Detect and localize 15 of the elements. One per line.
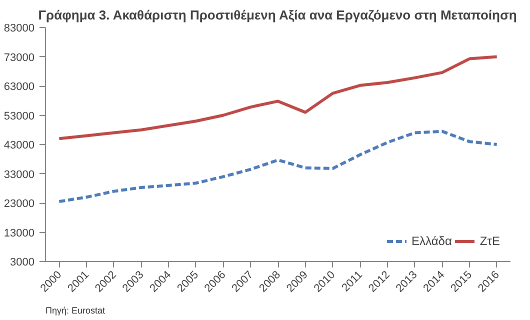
legend-label: ΖτΕ (480, 234, 500, 248)
y-tick-label: 63000 (4, 81, 35, 93)
legend-label: Ελλάδα (412, 234, 452, 248)
line-series (58, 130, 498, 204)
y-tick-label: 43000 (4, 140, 35, 152)
y-tick-label: 13000 (4, 227, 35, 240)
y-tick-label: 73000 (4, 52, 35, 64)
y-tick-label: 3000 (10, 256, 35, 268)
y-tick-label: 83000 (4, 22, 35, 34)
y-tick-label: 53000 (4, 110, 35, 122)
chart-title: Γράφημα 3. Ακαθάριστη Προστιθέμενη Αξία ανα Εργαζόμενο στη Μεταποίηση (38, 8, 517, 22)
y-tick-label: 33000 (4, 168, 35, 181)
text: Πηγή: Eurostat (46, 306, 106, 316)
line-series (58, 55, 498, 140)
y-tick-label: 23000 (4, 198, 35, 210)
